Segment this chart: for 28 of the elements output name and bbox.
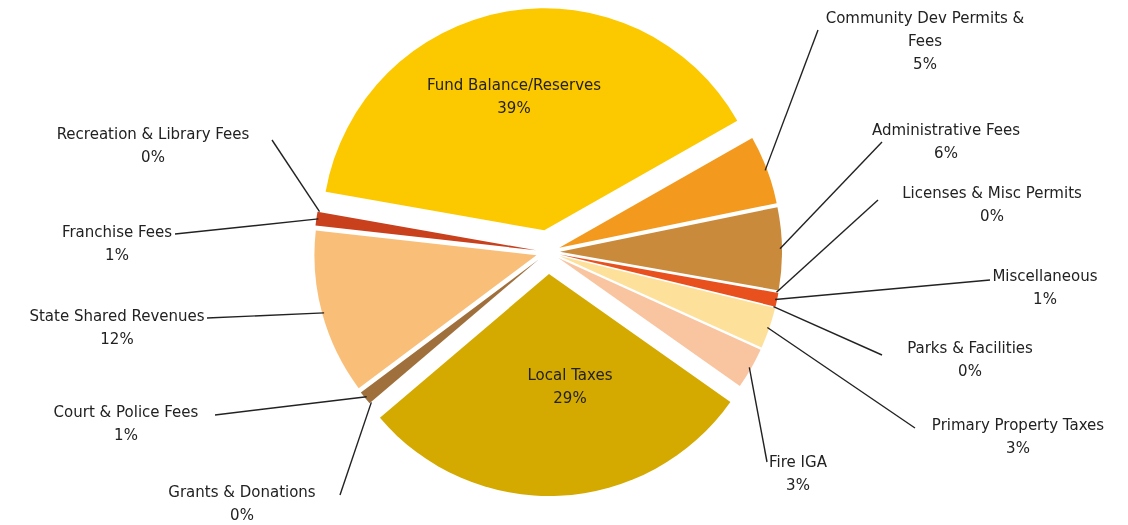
category-label: Recreation & Library Fees bbox=[56, 125, 250, 143]
data-label: 1% bbox=[114, 426, 138, 444]
text: 0% bbox=[958, 362, 982, 380]
data-label: 5% bbox=[913, 55, 937, 73]
slice-label: Fund Balance/Reserves bbox=[426, 76, 602, 94]
data-label: 1% bbox=[105, 246, 129, 264]
data-label: 3% bbox=[786, 476, 810, 494]
data-label: 6% bbox=[934, 144, 958, 162]
slice-label: Local Taxes bbox=[527, 366, 613, 384]
slice-label: Community Dev Permits & Fees bbox=[825, 9, 1025, 50]
text: 0% bbox=[141, 148, 165, 166]
text: 0% bbox=[980, 207, 1004, 225]
category-label: Parks & Facilities bbox=[907, 339, 1033, 357]
data-label: 12% bbox=[100, 330, 134, 348]
data-label: 1% bbox=[1033, 290, 1057, 308]
slice-label: Administrative Fees bbox=[871, 121, 1021, 139]
slice-label: Court & Police Fees bbox=[53, 403, 199, 421]
slice-label: Fire IGA bbox=[769, 453, 828, 471]
slice-label: State Shared Revenues bbox=[29, 307, 205, 325]
data-label: 3% bbox=[1006, 439, 1030, 457]
category-label: Grants & Donations bbox=[168, 483, 316, 501]
text: 0% bbox=[230, 506, 254, 524]
slice-label: Franchise Fees bbox=[61, 223, 173, 241]
data-label: 39% bbox=[497, 99, 531, 117]
category-label: Licenses & Misc Permits bbox=[902, 184, 1082, 202]
slice-label: Miscellaneous bbox=[992, 267, 1098, 285]
data-label: 29% bbox=[553, 389, 587, 407]
slice-label: Primary Property Taxes bbox=[931, 416, 1105, 434]
